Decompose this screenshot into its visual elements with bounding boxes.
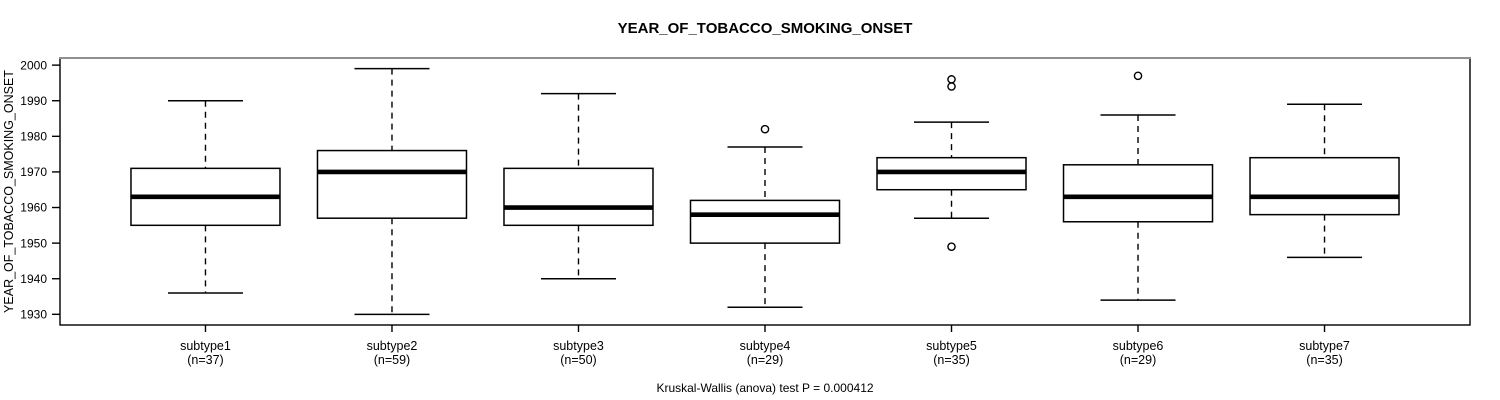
category-count-label: (n=35) (1306, 353, 1342, 367)
category-label: subtype7 (1299, 339, 1350, 353)
outlier-point (947, 82, 956, 91)
y-tick-label: 1950 (20, 236, 47, 250)
box-group-subtype5: subtype5(n=35) (876, 75, 1027, 367)
category-count-label: (n=29) (747, 353, 783, 367)
y-tick-label: 1970 (20, 165, 47, 179)
iqr-box (689, 199, 841, 244)
category-label: subtype4 (740, 339, 791, 353)
box-group-subtype2: subtype2(n=59) (316, 67, 468, 367)
iqr-box (1062, 164, 1214, 223)
y-tick-label: 1930 (20, 308, 47, 322)
iqr-box (1249, 156, 1400, 216)
category-label: subtype6 (1113, 339, 1164, 353)
iqr-box (316, 149, 468, 219)
outlier-point (947, 242, 956, 251)
category-count-label: (n=59) (374, 353, 410, 367)
category-count-label: (n=50) (560, 353, 596, 367)
box-groups: subtype1(n=37)subtype2(n=59)subtype3(n=5… (130, 67, 1400, 367)
y-axis-label: YEAR_OF_TOBACCO_SMOKING_ONSET (2, 70, 16, 313)
outlier-point (947, 75, 956, 84)
box-group-subtype7: subtype7(n=35) (1249, 103, 1400, 367)
category-count-label: (n=29) (1120, 353, 1156, 367)
outlier-point (760, 124, 770, 134)
box-group-subtype6: subtype6(n=29) (1062, 71, 1214, 367)
y-tick-label: 2000 (20, 58, 47, 72)
category-label: subtype1 (180, 339, 231, 353)
category-count-label: (n=37) (187, 353, 223, 367)
y-tick-label: 1940 (20, 272, 47, 286)
category-count-label: (n=35) (933, 353, 969, 367)
y-tick-label: 1980 (20, 130, 47, 144)
category-label: subtype5 (926, 339, 977, 353)
chart-title: YEAR_OF_TOBACCO_SMOKING_ONSET (618, 20, 913, 37)
y-tick-label: 1990 (20, 94, 47, 108)
kruskal-annotation: Kruskal-Wallis (anova) test P = 0.000412 (656, 381, 873, 395)
y-axis: 1930 1940 1950 1960 1970 1980 1990 2000 (20, 58, 60, 322)
y-tick-label: 1960 (20, 201, 47, 215)
category-label: subtype2 (367, 339, 418, 353)
box-group-subtype1: subtype1(n=37) (130, 99, 281, 367)
iqr-box (503, 167, 654, 227)
box-group-subtype3: subtype3(n=50) (503, 92, 654, 367)
category-label: subtype3 (553, 339, 604, 353)
box-group-subtype4: subtype4(n=29) (689, 124, 841, 367)
outlier-point (1133, 71, 1143, 81)
